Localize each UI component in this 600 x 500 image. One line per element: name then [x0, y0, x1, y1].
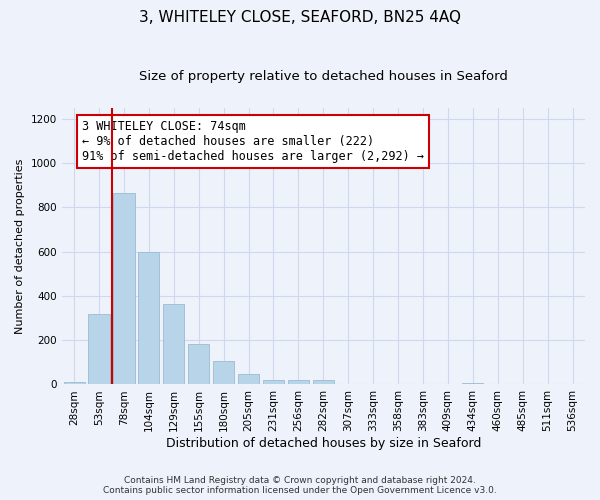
Bar: [88, 314, 110, 384]
Text: 3, WHITELEY CLOSE, SEAFORD, BN25 4AQ: 3, WHITELEY CLOSE, SEAFORD, BN25 4AQ: [139, 10, 461, 25]
Y-axis label: Number of detached properties: Number of detached properties: [15, 158, 25, 334]
Bar: [213, 361, 234, 384]
Title: Size of property relative to detached houses in Seaford: Size of property relative to detached ho…: [139, 70, 508, 83]
Bar: [113, 193, 134, 384]
Bar: [313, 380, 334, 384]
Text: 3 WHITELEY CLOSE: 74sqm
← 9% of detached houses are smaller (222)
91% of semi-de: 3 WHITELEY CLOSE: 74sqm ← 9% of detached…: [82, 120, 424, 163]
Text: Contains HM Land Registry data © Crown copyright and database right 2024.
Contai: Contains HM Land Registry data © Crown c…: [103, 476, 497, 495]
Bar: [64, 382, 85, 384]
Bar: [188, 344, 209, 384]
Bar: [163, 304, 184, 384]
Bar: [138, 252, 160, 384]
Bar: [238, 374, 259, 384]
X-axis label: Distribution of detached houses by size in Seaford: Distribution of detached houses by size …: [166, 437, 481, 450]
Bar: [263, 380, 284, 384]
Bar: [288, 380, 309, 384]
